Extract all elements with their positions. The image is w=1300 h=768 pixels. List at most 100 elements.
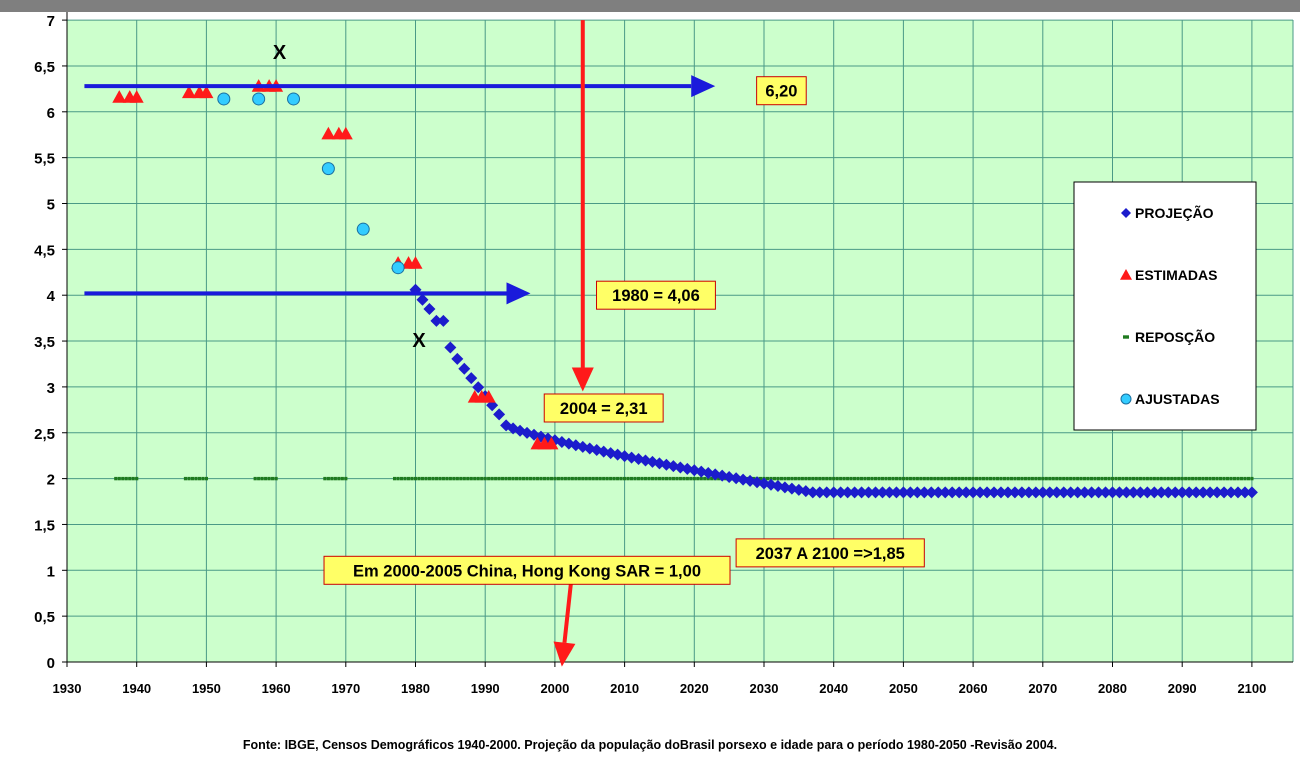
reposicao-point — [915, 476, 919, 481]
reposicao-point — [114, 476, 118, 481]
reposicao-point — [800, 476, 804, 481]
estimadas-point — [544, 436, 559, 450]
projecao-point — [437, 314, 450, 327]
reposicao-point — [135, 476, 139, 481]
reposicao-point — [1184, 476, 1188, 481]
estimadas-point — [481, 389, 496, 403]
reposicao-point — [818, 476, 822, 481]
projecao-point — [806, 486, 819, 499]
reposicao-point — [581, 476, 585, 481]
projecao-point — [897, 486, 910, 499]
reposicao-point — [128, 476, 132, 481]
x-tick-label: 2080 — [1098, 681, 1127, 696]
reposicao-point — [765, 476, 770, 481]
reposicao-point — [657, 476, 662, 481]
reposicao-point — [1002, 476, 1007, 481]
projecao-point — [925, 486, 938, 499]
x-tick-label: 1940 — [122, 681, 151, 696]
reposicao-point — [929, 476, 933, 481]
reposicao-point — [1089, 476, 1094, 481]
reposicao-point — [1177, 476, 1181, 481]
reposicao-point — [1236, 476, 1240, 481]
legend-label: PROJEÇÃO — [1135, 204, 1214, 221]
reposicao-point — [717, 476, 721, 481]
reposicao-point — [574, 476, 578, 481]
x-tick-label: 2020 — [680, 681, 709, 696]
ajustadas-point — [391, 261, 405, 275]
reposicao-point — [1222, 476, 1226, 481]
projecao-point — [1050, 486, 1063, 499]
x-tick-label: 1970 — [331, 681, 360, 696]
reposicao-point — [797, 476, 801, 481]
projecao-point — [834, 486, 847, 499]
reposicao-point — [1051, 476, 1055, 481]
reposicao-point — [553, 476, 557, 481]
legend-marker-projecao — [1121, 208, 1131, 218]
reposicao-point — [466, 476, 470, 481]
reposicao-point — [978, 476, 982, 481]
arrow-head — [506, 282, 531, 305]
reposicao-point — [1142, 476, 1146, 481]
reposicao-point — [507, 476, 512, 481]
projecao-point — [841, 486, 854, 499]
x-tick-label: 1930 — [53, 681, 82, 696]
projecao-point — [493, 408, 506, 421]
projecao-point — [423, 302, 436, 315]
reposicao-point — [1072, 476, 1076, 481]
reposicao-point — [323, 476, 327, 481]
reposicao-point — [535, 476, 540, 481]
projecao-point — [1106, 486, 1119, 499]
projecao-point — [1204, 486, 1217, 499]
reposicao-point — [528, 476, 533, 481]
reposicao-point — [678, 476, 682, 481]
reposicao-point — [525, 476, 529, 481]
y-tick-label: 7 — [47, 13, 55, 30]
projecao-point — [820, 486, 833, 499]
reposicao-point — [769, 476, 773, 481]
reposicao-point — [1180, 476, 1184, 481]
reposicao-point — [1156, 476, 1160, 481]
reposicao-point — [643, 476, 648, 481]
reposicao-point — [1159, 476, 1163, 481]
reposicao-point — [483, 476, 487, 481]
reposicao-point — [919, 476, 923, 481]
reposicao-point — [1020, 476, 1024, 481]
reposicao-point — [619, 476, 623, 481]
reposicao-point — [257, 476, 261, 481]
reposicao-point — [274, 476, 278, 481]
ajustadas-point — [321, 162, 335, 176]
reposicao-point — [403, 476, 407, 481]
reposicao-point — [853, 476, 857, 481]
reposicao-point — [271, 476, 275, 481]
projecao-point — [904, 486, 917, 499]
projecao-point — [876, 486, 889, 499]
reposicao-point — [957, 476, 961, 481]
estimadas-point — [129, 90, 144, 103]
reposicao-point — [469, 476, 473, 481]
reposicao-point — [1030, 476, 1034, 481]
x-tick-label: 1960 — [262, 681, 291, 696]
reposicao-point — [699, 476, 703, 481]
projecao-point — [1231, 486, 1244, 499]
reposicao-point — [1166, 476, 1170, 481]
reposicao-point — [539, 476, 543, 481]
projecao-point — [1190, 486, 1203, 499]
x-tick-label: 1980 — [401, 681, 430, 696]
projecao-point — [1092, 486, 1105, 499]
reposicao-point — [445, 476, 449, 481]
projecao-point — [1155, 486, 1168, 499]
reposicao-point — [1131, 476, 1136, 481]
reposicao-point — [950, 476, 954, 481]
legend-label: AJUSTADAS — [1135, 391, 1220, 407]
reposicao-point — [556, 476, 560, 481]
reposicao-point — [828, 476, 832, 481]
reposicao-point — [849, 476, 853, 481]
reposicao-point — [1229, 476, 1233, 481]
reposicao-point — [542, 476, 547, 481]
y-tick-label: 4,5 — [34, 242, 55, 259]
reposicao-point — [880, 476, 885, 481]
reposicao-point — [1194, 476, 1198, 481]
reposicao-point — [399, 476, 404, 481]
projecao-point — [1099, 486, 1112, 499]
projecao-point — [1169, 486, 1182, 499]
